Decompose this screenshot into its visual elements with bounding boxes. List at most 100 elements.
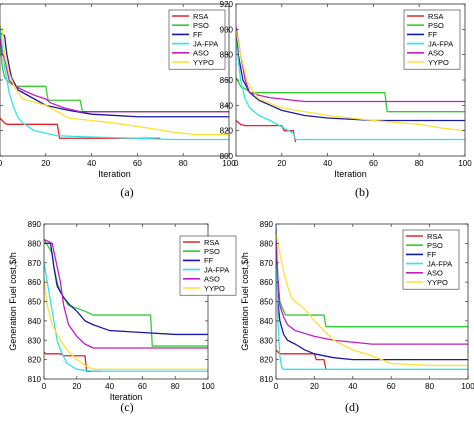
series-group	[44, 238, 208, 372]
y-tick-label: 820	[28, 356, 42, 365]
x-tick-label: 60	[138, 382, 147, 391]
legend-label: RSA	[204, 238, 219, 247]
series-line-ja-fpa	[44, 262, 208, 372]
series-line-ja-fpa	[236, 39, 465, 141]
series-line-aso	[44, 238, 208, 349]
y-tick-label: 810	[28, 375, 42, 384]
legend-label: ASO	[193, 49, 209, 58]
x-tick-label: 100	[458, 159, 472, 168]
y-tick-label: 850	[260, 298, 274, 307]
y-tick-label: 840	[220, 101, 234, 110]
x-tick-label: 40	[348, 382, 357, 391]
y-tick-label: 920	[220, 0, 234, 9]
panel-caption: (c)	[120, 400, 133, 414]
legend-label: YYPO	[427, 278, 448, 287]
series-line-ja-fpa	[276, 229, 468, 370]
x-tick-label: 100	[201, 382, 215, 391]
x-axis-label: Iteration	[334, 169, 367, 179]
legend-box	[168, 9, 226, 70]
y-tick-label: 860	[260, 278, 274, 287]
y-axis-label: Generation Fuel cost,$/h	[8, 252, 18, 351]
series-group	[236, 26, 465, 143]
y-tick-label: 840	[28, 317, 42, 326]
legend-label: ASO	[204, 275, 220, 284]
series-line-yypo	[44, 278, 208, 370]
series-line-yypo	[276, 233, 468, 367]
series-line-ff	[44, 242, 208, 336]
y-tick-label: 820	[260, 356, 274, 365]
series-line-yypo	[0, 25, 229, 136]
legend-label: RSA	[428, 12, 443, 21]
legend-label: FF	[428, 30, 438, 39]
x-tick-label: 80	[179, 159, 188, 168]
legend-label: RSA	[427, 232, 442, 241]
legend-label: JA-FPA	[204, 265, 229, 274]
legend-label: YYPO	[193, 58, 214, 67]
legend-label: ASO	[428, 49, 444, 58]
legend-label: PSO	[193, 21, 209, 30]
y-tick-label: 890	[260, 220, 274, 229]
legend-label: FF	[193, 30, 203, 39]
panel-caption: (b)	[355, 185, 369, 199]
legend-label: JA-FPA	[427, 259, 452, 268]
y-tick-label: 840	[260, 317, 274, 326]
y-tick-label: 800	[220, 152, 234, 161]
y-tick-label: 880	[220, 51, 234, 60]
x-axis-label: Iteration	[110, 392, 143, 402]
series-group	[276, 227, 468, 370]
series-line-ff	[276, 227, 468, 361]
series-line-yypo	[236, 30, 465, 132]
legend-label: FF	[427, 250, 437, 259]
legend-label: PSO	[428, 21, 444, 30]
x-axis-label: Iteration	[98, 169, 131, 179]
x-tick-label: 80	[415, 159, 424, 168]
y-axis-label: Generation Fuel cost,$/h	[240, 252, 250, 351]
y-tick-label: 860	[28, 278, 42, 287]
series-line-aso	[276, 239, 468, 345]
x-tick-label: 80	[425, 382, 434, 391]
legend-box	[179, 235, 237, 296]
series-line-rsa	[0, 117, 161, 139]
y-tick-label: 880	[260, 239, 274, 248]
x-tick-label: 20	[72, 382, 81, 391]
x-tick-label: 0	[274, 382, 279, 391]
chart-panel-3: 0 20 40 60 80 100 810 820 830 840 850 860 870 880 890 I…	[8, 220, 237, 414]
x-tick-label: 20	[310, 382, 319, 391]
y-tick-label: 860	[220, 76, 234, 85]
series-line-rsa	[236, 120, 297, 143]
y-tick-label: 870	[28, 259, 42, 268]
legend-label: PSO	[204, 247, 220, 256]
x-tick-label: 60	[133, 159, 142, 168]
legend-label: YYPO	[428, 58, 449, 67]
y-tick-label: 830	[260, 336, 274, 345]
legend-label: ASO	[427, 269, 443, 278]
legend-label: PSO	[427, 241, 443, 250]
x-tick-label: 60	[387, 382, 396, 391]
chart-panel-4: 0 20 40 60 80 100 810 820 830 840 850 860 870 880 890 G…	[240, 220, 474, 414]
x-tick-label: 100	[222, 159, 236, 168]
legend-label: RSA	[193, 12, 208, 21]
x-tick-label: 40	[323, 159, 332, 168]
y-tick-label: 890	[28, 220, 42, 229]
panel-caption: (a)	[120, 185, 133, 199]
legend-label: JA-FPA	[193, 39, 218, 48]
x-tick-label: 80	[171, 382, 180, 391]
x-tick-label: 40	[87, 159, 96, 168]
x-tick-label: 0	[234, 159, 239, 168]
legend-box	[402, 229, 460, 290]
chart-panel-2: 0 20 40 60 80 100800820840860880900920Iterati…	[220, 0, 473, 199]
series-group	[0, 25, 229, 141]
series-line-ja-fpa	[0, 26, 229, 141]
y-tick-label: 880	[28, 239, 42, 248]
legend-label: JA-FPA	[428, 39, 453, 48]
legend-label: YYPO	[204, 284, 225, 293]
y-tick-label: 810	[260, 375, 274, 384]
legend-box	[403, 9, 461, 70]
y-tick-label: 850	[28, 298, 42, 307]
x-tick-label: 60	[369, 159, 378, 168]
